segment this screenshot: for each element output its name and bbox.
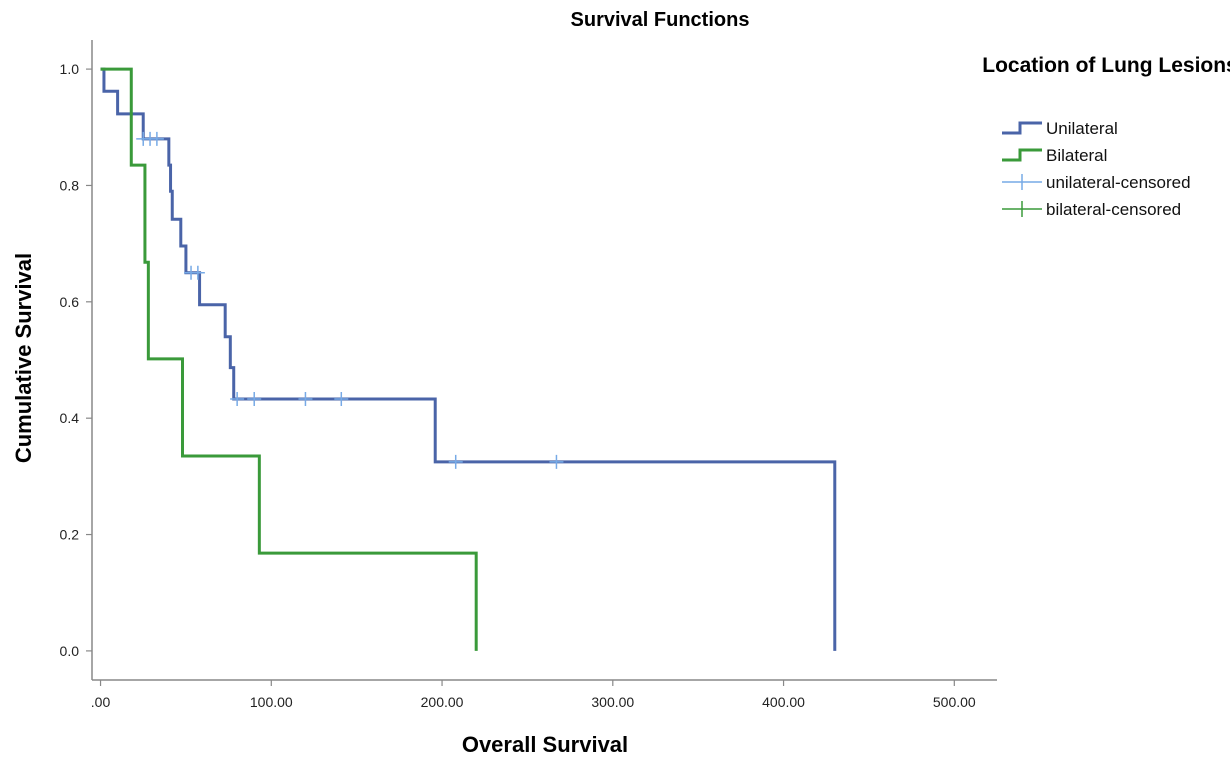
censor-mark — [334, 391, 349, 406]
x-tick-label: 200.00 — [421, 694, 464, 710]
x-ticks: .00 100.00 200.00 300.00 400.00 500.00 — [91, 680, 976, 710]
y-tick-label: 0.6 — [60, 294, 80, 310]
x-tick-label: 100.00 — [250, 694, 293, 710]
censor-mark — [549, 454, 564, 469]
x-tick-label: .00 — [91, 694, 111, 710]
y-tick-label: 0.4 — [60, 410, 80, 426]
legend-title: Location of Lung Lesions — [982, 54, 1230, 77]
legend-entry: bilateral-censored — [1002, 200, 1181, 219]
legend-label: unilateral-censored — [1046, 173, 1191, 192]
y-axis-label: Cumulative Survival — [11, 253, 36, 463]
series-layer — [100, 67, 837, 651]
censor-mark — [247, 391, 262, 406]
legend-swatch — [1002, 121, 1042, 135]
censor-mark — [298, 391, 313, 406]
censor-layer — [136, 131, 564, 469]
y-tick-label: 1.0 — [60, 61, 80, 77]
censor-mark — [190, 265, 205, 280]
chart-title: Survival Functions — [571, 9, 750, 31]
legend-entry: Bilateral — [1002, 146, 1107, 165]
x-tick-label: 300.00 — [591, 694, 634, 710]
legend-label: bilateral-censored — [1046, 200, 1181, 219]
y-ticks: 0.0 0.2 0.4 0.6 0.8 1.0 — [60, 61, 92, 659]
y-tick-label: 0.8 — [60, 177, 80, 193]
censor-mark — [230, 391, 245, 406]
legend-entry: unilateral-censored — [1002, 173, 1191, 192]
axes: .00 100.00 200.00 300.00 400.00 500.00 0.0 0.2… — [60, 40, 997, 710]
x-axis-label: Overall Survival — [462, 732, 628, 757]
legend: Location of Lung Lesions Unilateral Bilat… — [982, 54, 1230, 219]
x-tick-label: 500.00 — [933, 694, 976, 710]
legend-label: Bilateral — [1046, 146, 1107, 165]
legend-entry: Unilateral — [1002, 119, 1118, 138]
legend-label: Unilateral — [1046, 119, 1118, 138]
y-tick-label: 0.0 — [60, 643, 80, 659]
series-line-bilateral — [100, 67, 478, 651]
legend-swatch — [1002, 148, 1042, 162]
censor-mark — [149, 131, 164, 146]
y-tick-label: 0.2 — [60, 527, 80, 543]
x-tick-label: 400.00 — [762, 694, 805, 710]
legend-entries: Unilateral Bilateral unilateral-censored bi… — [1002, 119, 1191, 219]
censor-mark — [448, 454, 463, 469]
series-line-unilateral — [100, 67, 837, 651]
